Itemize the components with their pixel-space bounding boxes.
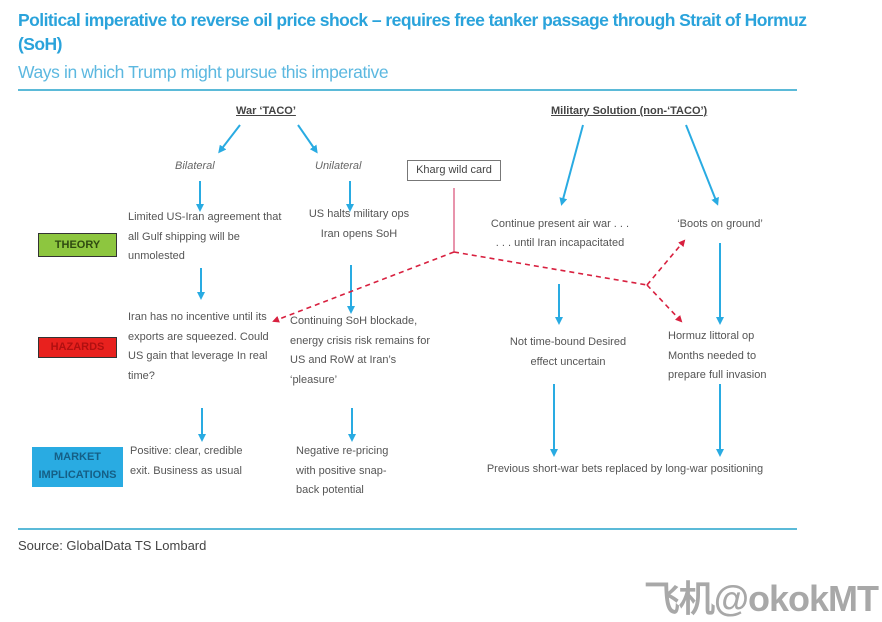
bottom-divider (18, 528, 797, 530)
unilateral-hazard: Continuing SoH blockade, energy crisis r… (290, 315, 430, 386)
page-subtitle: Ways in which Trump might pursue this im… (18, 62, 389, 82)
bilateral-theory: Limited US-Iran agreement that all Gulf … (128, 211, 282, 262)
top-divider (18, 89, 797, 91)
kharg-wildcard-box: Kharg wild card (407, 160, 501, 181)
unilateral-theory: US halts military ops Iran opens SoH (308, 208, 410, 240)
airwar-theory-line1: Continue present air war . . . (490, 218, 630, 230)
airwar-theory-line2: . . . until Iran incapacitated (495, 237, 625, 249)
wildcard-arrow-boots (646, 239, 686, 286)
arrow-taco-unilateral (297, 124, 318, 154)
arrow-taco-bilateral (218, 124, 241, 154)
airwar-hazard: Not time-bound Desired effect uncertain (509, 336, 627, 368)
arrow-military-ground (685, 124, 719, 206)
source-note: Source: GlobalData TS Lombard (18, 538, 207, 553)
ground-theory: ‘Boots on ground’ (677, 218, 763, 230)
unilateral-label: Unilateral (315, 160, 362, 172)
ground-hazard: Hormuz littoral op Months needed to prep… (668, 330, 767, 381)
wildcard-line-military (453, 251, 648, 286)
page-title: Political imperative to reverse oil pric… (18, 10, 807, 54)
military-market: Previous short-war bets replaced by long… (486, 463, 764, 475)
bilateral-market: Positive: clear, credible exit. Business… (130, 445, 243, 477)
unilateral-market: Negative re-pricing with positive snap-b… (296, 445, 389, 496)
arrow-military-airwar (559, 124, 584, 206)
watermark: 飞机@okokMT (643, 578, 879, 619)
theory-badge: THEORY (38, 233, 117, 257)
bilateral-hazard: Iran has no incentive until its exports … (128, 311, 269, 382)
hazards-badge: HAZARDS (38, 337, 117, 358)
taco-heading: War ‘TACO’ (236, 105, 296, 117)
wildcard-arrow-hormuz (646, 284, 683, 323)
market-implications-badge: MARKET IMPLICATIONS (32, 447, 123, 487)
wildcard-arrow-hazard (272, 251, 455, 323)
military-heading: Military Solution (non-‘TACO’) (551, 105, 708, 117)
bilateral-label: Bilateral (175, 160, 215, 172)
